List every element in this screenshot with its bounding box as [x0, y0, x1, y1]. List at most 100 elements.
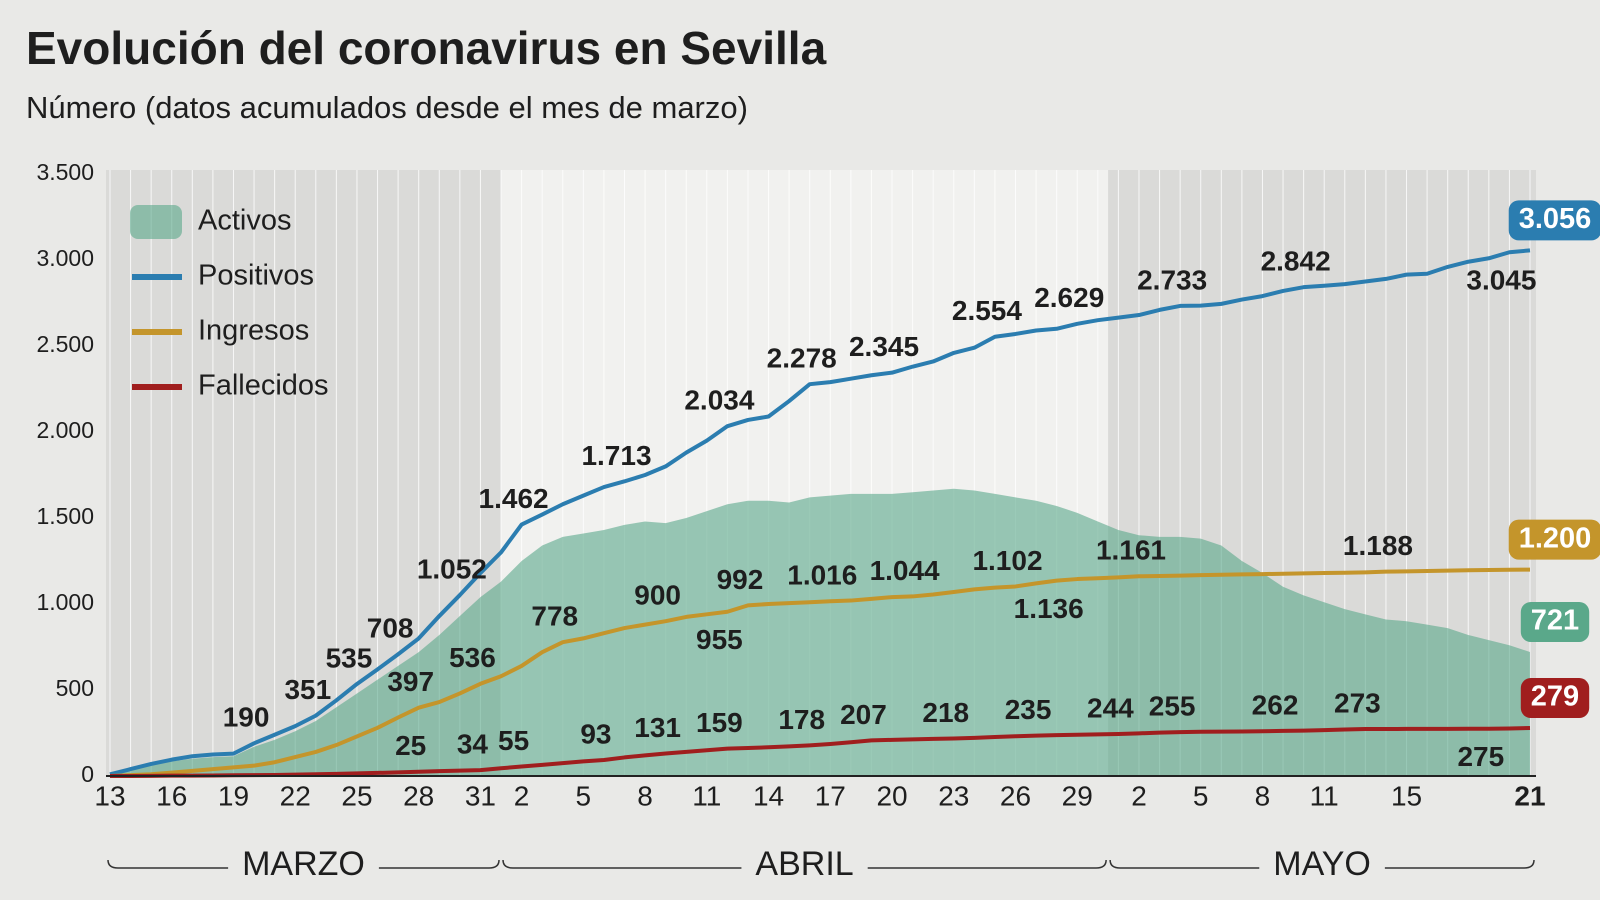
badge-box [1520, 601, 1590, 642]
value-label: 1.102 [972, 545, 1042, 576]
value-label: 351 [284, 674, 331, 705]
value-label: 1.188 [1343, 530, 1413, 561]
value-label: 190 [223, 702, 270, 733]
badge-box [1520, 678, 1590, 719]
line [109, 248, 1531, 777]
value-label: 536 [449, 642, 496, 673]
value-label: 25 [395, 730, 426, 761]
value-label: 2.554 [952, 295, 1022, 326]
value-label: 178 [778, 704, 825, 735]
value-label: 397 [387, 666, 434, 697]
value-label: 2.034 [684, 385, 754, 416]
value-label: 255 [1149, 691, 1196, 722]
x-tick-label: 20 [876, 780, 907, 811]
month-label: ABRIL [755, 845, 853, 883]
value-label: 244 [1087, 692, 1134, 723]
value-label: 1.161 [1096, 535, 1166, 566]
x-tick-label: 8 [637, 780, 653, 811]
x-tick-label: 13 [94, 780, 125, 811]
x-tick-label: 11 [1310, 780, 1339, 811]
value-label: 159 [696, 707, 743, 738]
badge-box [1508, 519, 1600, 560]
x-tick-label: 2 [1131, 780, 1147, 811]
y-tick-label: 3.000 [36, 245, 94, 271]
value-label: 955 [696, 624, 743, 655]
value-label: 262 [1252, 689, 1299, 720]
end-badge: 279 [1520, 678, 1590, 719]
y-tick-label: 1.500 [36, 503, 94, 529]
value-label: 93 [580, 718, 611, 749]
value-label: 708 [367, 613, 414, 644]
value-label: 2.345 [849, 331, 919, 362]
chart-title: Evolución del coronavirus en Sevilla [26, 22, 827, 74]
chart-subtitle: Número (datos acumulados desde el mes de… [26, 90, 748, 125]
badge-label: 721 [1531, 605, 1579, 637]
value-label: 131 [634, 712, 681, 743]
y-tick-label: 0 [81, 761, 94, 787]
value-label: 55 [498, 725, 529, 756]
month-bracket [867, 859, 1107, 869]
legend-swatch [130, 205, 182, 239]
badge-label: 1.200 [1519, 522, 1592, 554]
x-tick-label: 19 [218, 780, 249, 811]
legend-label: Activos [198, 205, 291, 237]
x-tick-label: 25 [341, 780, 372, 811]
value-label: 2.278 [767, 343, 837, 374]
value-label: 2.733 [1137, 264, 1207, 295]
value-label: 1.052 [417, 553, 487, 584]
x-tick-label: 5 [1193, 780, 1209, 811]
x-tick-label: 22 [280, 780, 311, 811]
month-label: MAYO [1273, 845, 1371, 883]
value-label: 1.044 [870, 555, 940, 586]
x-tick-label: 28 [403, 780, 434, 811]
x-tick-label: 17 [815, 780, 846, 811]
value-label: 275 [1457, 741, 1504, 772]
x-tick-label: 14 [753, 780, 784, 811]
value-label: 778 [531, 601, 578, 632]
month-bracket [1384, 859, 1535, 869]
y-tick-label: 500 [56, 675, 94, 701]
legend-label: Positivos [198, 260, 314, 292]
end-badge: 721 [1520, 601, 1590, 642]
month-label: MARZO [242, 845, 365, 883]
x-tick-label: 11 [692, 780, 721, 811]
x-tick-label: 2 [514, 780, 530, 811]
value-label: 273 [1334, 687, 1381, 718]
x-tick-label: 23 [938, 780, 969, 811]
value-label: 900 [634, 580, 681, 611]
end-badge: 1.200 [1508, 519, 1600, 560]
end-badge: 3.056 [1508, 200, 1600, 241]
value-label: 2.629 [1034, 282, 1104, 313]
x-tick-label: 15 [1391, 780, 1422, 811]
value-label: 1.462 [479, 483, 549, 514]
x-tick-label: 31 [465, 780, 496, 811]
x-tick-label: 21 [1514, 780, 1545, 811]
value-label: 3.045 [1466, 265, 1536, 296]
month-bracket [1109, 859, 1260, 869]
value-label: 535 [326, 642, 373, 673]
value-label: 1.016 [787, 560, 857, 591]
legend-label: Fallecidos [198, 370, 329, 402]
x-tick-label: 8 [1255, 780, 1271, 811]
badge-label: 279 [1531, 681, 1579, 713]
value-label: 992 [717, 564, 764, 595]
value-label: 218 [922, 697, 969, 728]
x-tick-label: 16 [156, 780, 187, 811]
legend-label: Ingresos [198, 315, 309, 347]
x-tick-label: 5 [576, 780, 592, 811]
value-label: 1.713 [581, 440, 651, 471]
month-bracket [378, 859, 500, 869]
y-tick-label: 2.500 [36, 331, 94, 357]
line [109, 567, 1531, 778]
value-label: 207 [840, 699, 887, 730]
value-label: 34 [457, 729, 489, 760]
y-tick-label: 2.000 [36, 417, 94, 443]
badge-label: 3.056 [1519, 203, 1592, 235]
month-bracket [502, 859, 742, 869]
badge-box [1508, 200, 1600, 241]
x-tick-label: 26 [1000, 780, 1031, 811]
month-bracket [107, 859, 229, 869]
